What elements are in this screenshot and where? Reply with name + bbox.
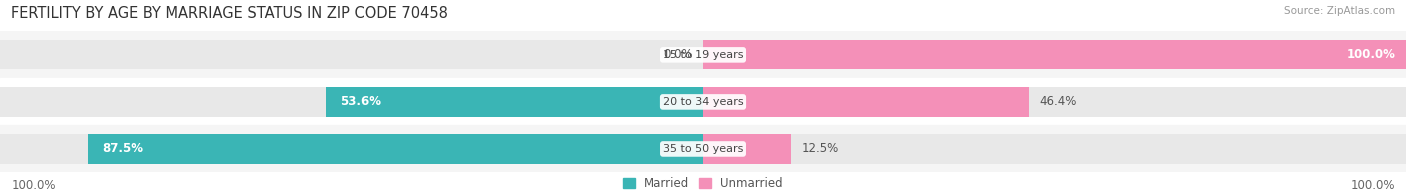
Text: FERTILITY BY AGE BY MARRIAGE STATUS IN ZIP CODE 70458: FERTILITY BY AGE BY MARRIAGE STATUS IN Z… xyxy=(11,6,449,21)
Text: 100.0%: 100.0% xyxy=(1347,48,1395,61)
Text: 20 to 34 years: 20 to 34 years xyxy=(662,97,744,107)
Bar xyxy=(0,125,1406,172)
Bar xyxy=(703,87,1029,116)
Bar xyxy=(0,134,1406,163)
Bar xyxy=(703,134,790,163)
Text: 46.4%: 46.4% xyxy=(1040,95,1077,108)
Bar xyxy=(0,87,1406,116)
Legend: Married, Unmarried: Married, Unmarried xyxy=(623,177,783,190)
Bar xyxy=(0,40,1406,69)
Bar xyxy=(326,87,703,116)
Text: 0.0%: 0.0% xyxy=(662,48,693,61)
Bar xyxy=(0,31,1406,78)
Text: 87.5%: 87.5% xyxy=(101,142,143,155)
Bar xyxy=(87,134,703,163)
Text: 100.0%: 100.0% xyxy=(11,179,56,192)
Text: Source: ZipAtlas.com: Source: ZipAtlas.com xyxy=(1284,6,1395,16)
Bar xyxy=(703,40,1406,69)
Text: 35 to 50 years: 35 to 50 years xyxy=(662,144,744,154)
Bar xyxy=(0,78,1406,125)
Text: 12.5%: 12.5% xyxy=(801,142,838,155)
Text: 15 to 19 years: 15 to 19 years xyxy=(662,50,744,60)
Text: 100.0%: 100.0% xyxy=(1350,179,1395,192)
Text: 53.6%: 53.6% xyxy=(340,95,381,108)
